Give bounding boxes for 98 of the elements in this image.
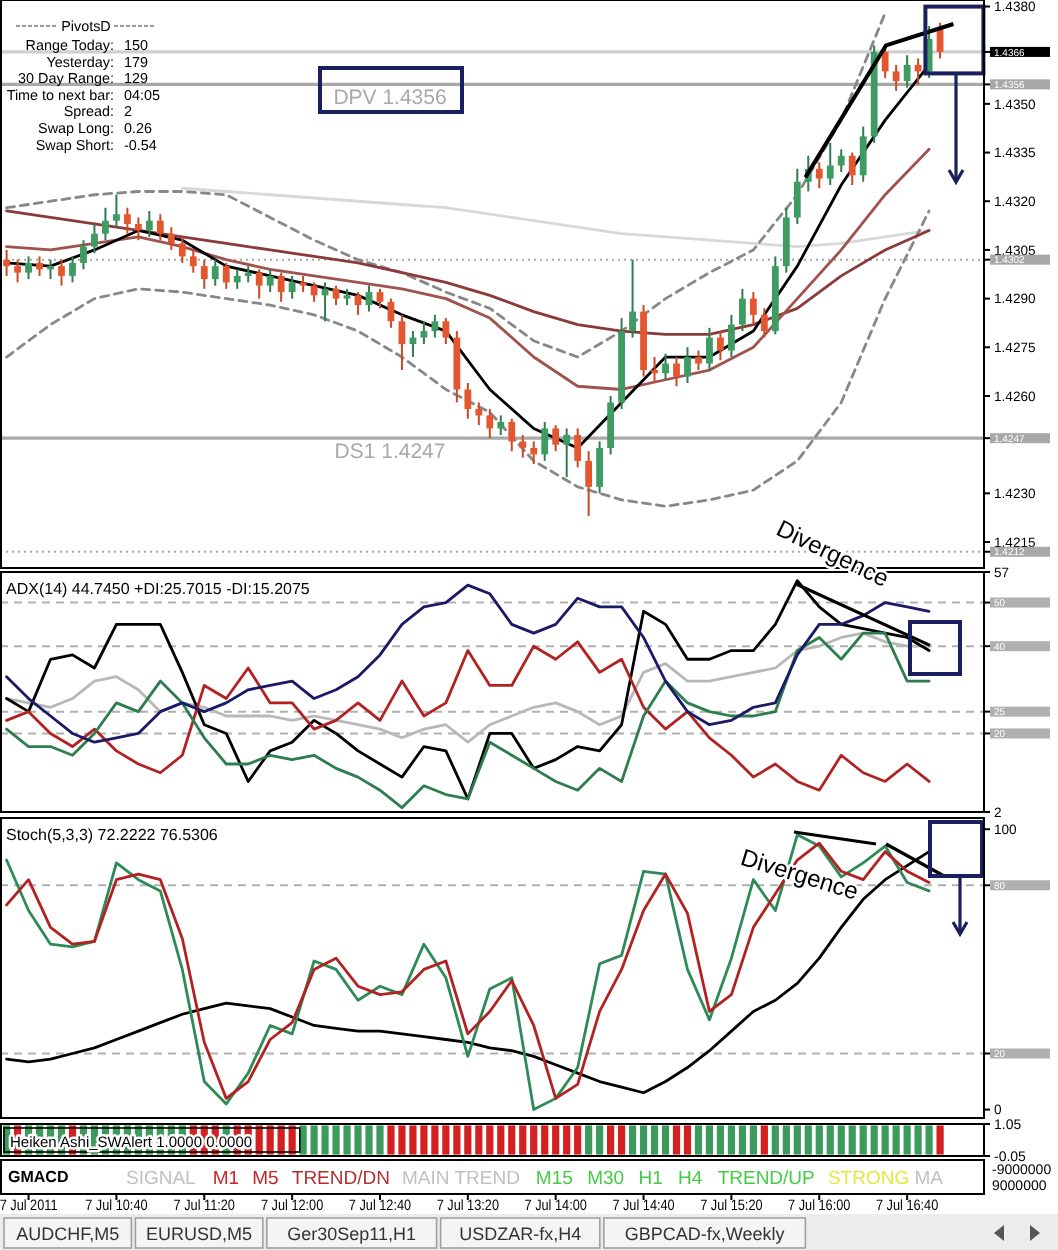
candlestick [607, 394, 615, 456]
candlestick [760, 307, 768, 339]
candlestick [519, 433, 527, 459]
candlestick [69, 255, 76, 284]
candlestick [189, 248, 197, 274]
candlestick [651, 356, 658, 384]
category-label: MA [914, 1168, 945, 1190]
candlestick [266, 268, 274, 294]
candlestick [563, 427, 571, 479]
category-label: Ger30Sep11,H1 [287, 1224, 417, 1244]
line-series [180, 186, 931, 249]
candlestick [717, 330, 724, 362]
candlestick [673, 356, 680, 388]
text: Stoch(5,3,3) 72.2222 76.5306 [6, 826, 219, 844]
candlestick [903, 54, 911, 89]
candlestick [58, 258, 65, 287]
candlestick [684, 346, 691, 384]
candlestick [508, 417, 516, 453]
line-series [5, 209, 931, 336]
candlestick [585, 450, 593, 518]
candlestick [47, 258, 54, 281]
line-series [5, 631, 931, 810]
candlestick [486, 407, 494, 440]
candlestick [848, 151, 856, 187]
candlestick [629, 258, 636, 339]
candlestick [134, 216, 142, 242]
category-label: STRONG [827, 1168, 910, 1190]
category-label: TREND/DN [291, 1168, 391, 1190]
candlestick [36, 255, 43, 277]
candlestick [695, 349, 702, 372]
candlestick [738, 287, 746, 333]
candlestick [442, 317, 450, 346]
candlestick [541, 420, 549, 462]
category-label: M1 [212, 1168, 240, 1190]
candlestick [826, 141, 834, 187]
category-label: H4 [678, 1168, 703, 1190]
candlestick [156, 213, 164, 242]
candlestick [420, 320, 428, 346]
candlestick [80, 239, 87, 271]
candlestick [596, 440, 604, 495]
category-label: GBPCAD-fx,Weekly [624, 1224, 786, 1244]
candlestick [211, 258, 219, 287]
ref-line-label: DPV 1.4356 [333, 86, 447, 111]
category-label: AUDCHF,M5 [16, 1224, 120, 1244]
category-label: TREND/UP [717, 1168, 815, 1190]
candlestick [102, 206, 109, 242]
category-label: M30 [587, 1168, 625, 1190]
category-label: SIGNAL [126, 1168, 196, 1190]
candlestick [255, 268, 263, 300]
candlestick [552, 424, 560, 453]
candlestick [837, 148, 845, 174]
line-series [5, 583, 931, 744]
candlestick [497, 414, 505, 436]
candlestick [25, 255, 32, 281]
candlestick [431, 313, 439, 339]
candlestick [178, 235, 186, 264]
candlestick [277, 271, 285, 303]
candlestick [91, 222, 98, 255]
candlestick [728, 313, 735, 359]
candlestick [881, 44, 889, 79]
ref-line-label: DS1 1.4247 [334, 440, 446, 465]
candlestick [892, 63, 900, 92]
candlestick [3, 248, 10, 277]
candlestick [398, 313, 406, 372]
candlestick [749, 291, 757, 326]
candlestick [123, 206, 131, 235]
candlestick [233, 268, 241, 290]
candlestick [574, 427, 582, 469]
candlestick [145, 209, 153, 238]
text: GMACD [8, 1168, 69, 1186]
candlestick [464, 381, 472, 420]
text: ADX(14) 44.7450 +DI:25.7015 -DI:15.2075 [6, 580, 311, 598]
candlestick [167, 226, 175, 251]
candlestick [200, 258, 208, 290]
category-label: USDZAR-fx,H4 [459, 1224, 582, 1244]
candlestick [113, 193, 120, 229]
candlestick [914, 57, 922, 86]
candlestick [793, 167, 801, 225]
category-label: M5 [252, 1168, 279, 1190]
candlestick [662, 352, 669, 381]
line-series [5, 209, 931, 508]
candlestick [332, 284, 340, 307]
category-label: H1 [638, 1168, 663, 1190]
candlestick [222, 261, 230, 290]
candlestick [376, 287, 384, 310]
candlestick [354, 291, 362, 316]
line-series [5, 640, 931, 792]
candlestick [14, 258, 21, 284]
candlestick [288, 274, 296, 300]
candlestick [475, 401, 483, 427]
category-label: MAIN TREND [402, 1168, 521, 1190]
candlestick [859, 125, 867, 183]
candlestick [706, 326, 713, 372]
category-label: M15 [535, 1168, 573, 1190]
candlestick [815, 161, 823, 190]
line-series [5, 11, 887, 359]
category-label: EURUSD,M5 [146, 1224, 253, 1244]
candlestick [530, 440, 538, 466]
